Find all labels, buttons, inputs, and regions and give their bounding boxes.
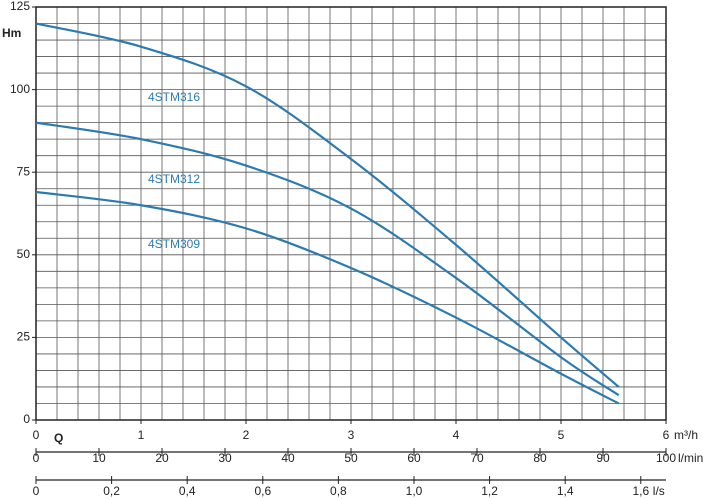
secondary-tick-label: 0,2 (103, 484, 120, 498)
secondary-tick-label: 0,8 (330, 484, 347, 498)
secondary-tick-label: 60 (407, 451, 421, 465)
secondary-tick-label: 100 (656, 451, 676, 465)
secondary-tick-label: 10 (92, 451, 106, 465)
secondary-tick-label: 30 (218, 451, 232, 465)
x-tick-label: 2 (243, 428, 250, 442)
y-tick-label: 125 (10, 0, 30, 13)
x-tick-label: 3 (348, 428, 355, 442)
x-unit: m³/h (674, 428, 698, 442)
x-tick-label: 6 (663, 428, 670, 442)
y-tick-label: 50 (17, 247, 31, 261)
secondary-tick-label: 40 (281, 451, 295, 465)
secondary-tick-label: 0,6 (254, 484, 271, 498)
y-tick-label: 25 (17, 330, 31, 344)
x-tick-label: 5 (558, 428, 565, 442)
x-axis-label: Q (54, 431, 63, 445)
secondary-tick-label: 1,2 (481, 484, 498, 498)
x-tick-label: 0 (33, 428, 40, 442)
curve-label: 4STM316 (148, 90, 200, 104)
secondary-tick-label: 50 (344, 451, 358, 465)
x-tick-label: 4 (453, 428, 460, 442)
secondary-tick-label: 1,4 (557, 484, 574, 498)
secondary-tick-label: 70 (470, 451, 484, 465)
y-tick-label: 75 (17, 164, 31, 178)
curve-label: 4STM312 (148, 172, 200, 186)
secondary-tick-label: 0,4 (179, 484, 196, 498)
secondary-tick-label: 1,6 (632, 484, 649, 498)
secondary-tick-label: 80 (533, 451, 547, 465)
curve-label: 4STM309 (148, 237, 200, 251)
secondary-unit: l/min (678, 451, 703, 465)
y-axis-label: Hm (2, 26, 21, 40)
pump-curve (35, 121, 620, 397)
y-tick-label: 100 (10, 82, 30, 96)
y-tick-label: 0 (23, 412, 30, 426)
secondary-tick-label: 0 (33, 451, 40, 465)
secondary-tick-label: 90 (596, 451, 610, 465)
secondary-tick-label: 0 (33, 484, 40, 498)
secondary-tick-label: 1,0 (406, 484, 423, 498)
pump-curve (35, 190, 620, 405)
x-tick-label: 1 (138, 428, 145, 442)
pump-curve (35, 22, 620, 388)
secondary-unit: l/s (653, 484, 665, 498)
secondary-tick-label: 20 (155, 451, 169, 465)
